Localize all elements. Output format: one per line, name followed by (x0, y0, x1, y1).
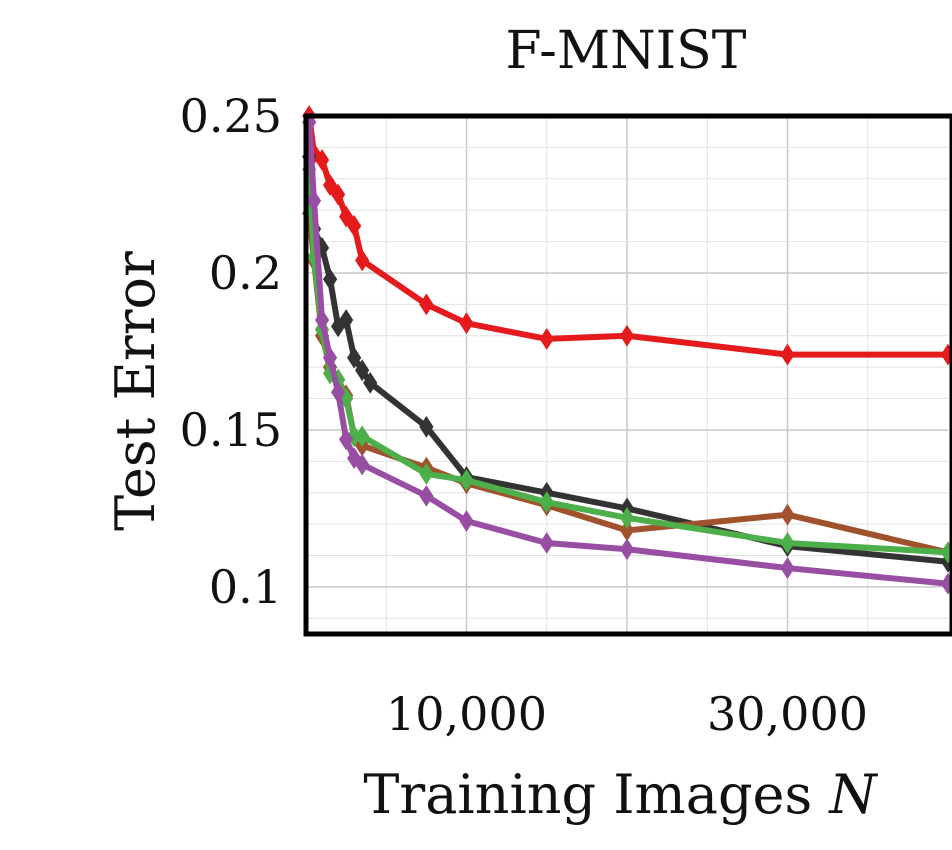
series-line (306, 113, 951, 358)
grid (306, 116, 948, 634)
x-tick-label: 10,000 (386, 687, 547, 741)
data-point-marker (339, 309, 354, 331)
data-point-marker (322, 346, 338, 369)
data-point-marker (347, 447, 362, 470)
series-layer (302, 105, 952, 595)
plot-frame (303, 113, 952, 637)
series-line (306, 166, 951, 556)
x-axis-label-text: Training Images (363, 763, 829, 826)
data-point-marker (355, 249, 370, 272)
data-point-marker (940, 541, 952, 564)
data-point-marker (539, 491, 554, 514)
y-axis-label: Test Error (104, 251, 167, 531)
data-point-marker (619, 506, 635, 529)
x-axis-label: Training Images N (363, 763, 878, 826)
data-point-marker (940, 343, 952, 366)
data-point-marker (322, 174, 338, 196)
data-point-marker (419, 462, 434, 485)
data-point-marker (459, 469, 474, 492)
y-tick-label: 0.15 (180, 403, 282, 457)
data-point-marker (306, 189, 322, 212)
series-5 (302, 111, 952, 595)
data-point-marker (314, 149, 330, 171)
data-point-marker (355, 425, 370, 448)
data-point-marker (339, 205, 354, 228)
data-point-marker (331, 183, 346, 206)
chart-title: F-MNIST (506, 21, 747, 81)
data-point-marker (619, 324, 635, 347)
data-point-marker (339, 428, 354, 451)
data-point-marker (347, 214, 362, 237)
y-tick-label: 0.2 (209, 246, 282, 300)
data-point-marker (419, 415, 434, 438)
data-point-marker (459, 312, 474, 335)
data-point-marker (363, 371, 378, 394)
data-point-marker (419, 484, 434, 507)
data-point-marker (459, 510, 474, 532)
y-tick-labels: 0.1 0.15 0.2 0.25 (180, 89, 282, 614)
data-point-marker (780, 532, 795, 554)
data-point-marker (539, 327, 554, 350)
y-tick-label: 0.25 (180, 89, 282, 143)
data-point-marker (780, 557, 795, 579)
data-point-marker (355, 453, 370, 476)
x-tick-labels: 10,000 30,000 (386, 687, 868, 741)
data-point-marker (419, 293, 434, 316)
data-point-marker (322, 268, 338, 291)
data-point-marker (355, 359, 370, 382)
data-point-marker (331, 381, 346, 404)
data-point-marker (347, 346, 362, 369)
data-point-marker (780, 343, 795, 366)
series-1 (302, 105, 952, 366)
data-point-marker (619, 538, 635, 561)
data-point-marker (314, 309, 330, 331)
data-point-marker (539, 532, 554, 554)
x-tick-label: 30,000 (707, 687, 868, 741)
data-point-marker (940, 572, 952, 595)
y-tick-label: 0.1 (209, 560, 282, 614)
x-axis-label-variable: N (827, 763, 878, 826)
data-point-marker (780, 503, 795, 526)
